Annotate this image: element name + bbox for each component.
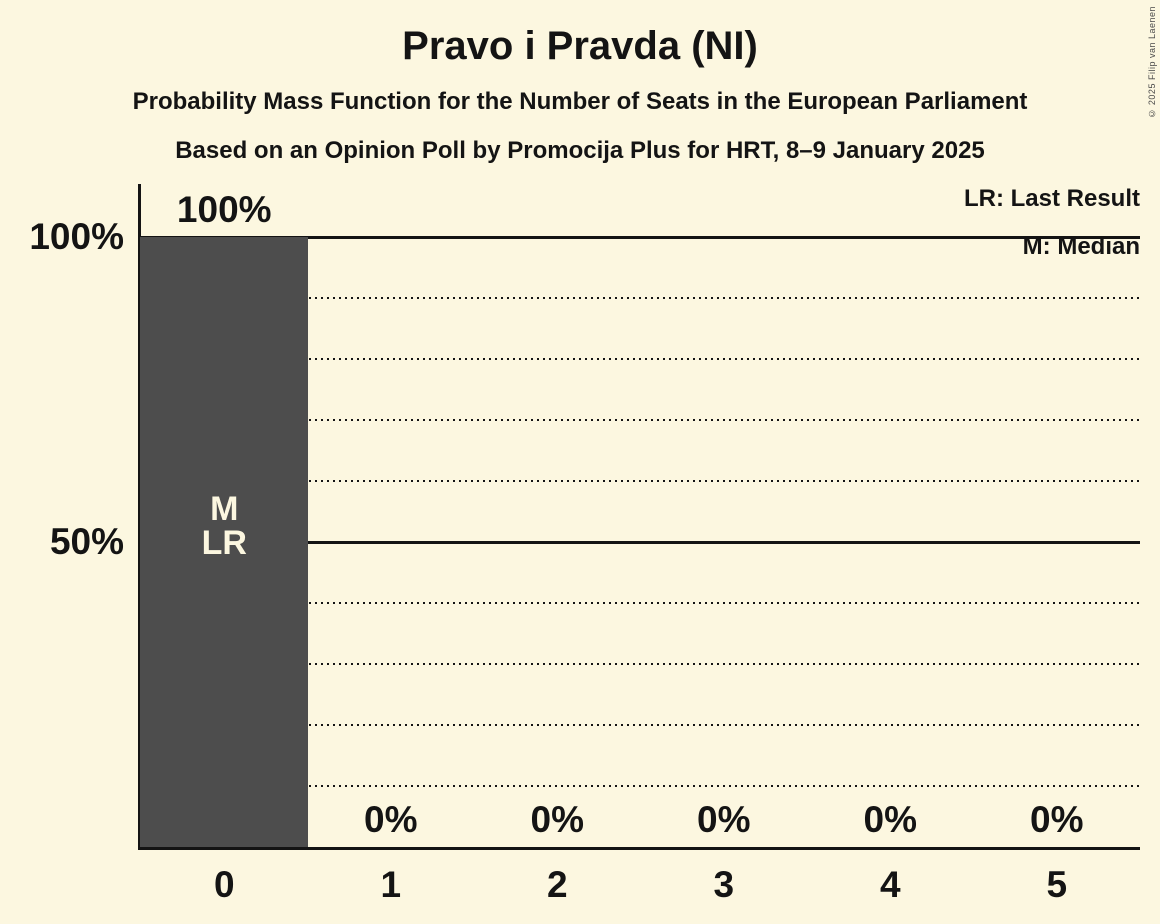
y-axis-label-50: 50% [49,521,124,562]
x-tick-label-0: 0 [213,864,235,905]
y-axis-line [138,184,141,850]
chart-source-subtitle: Based on an Opinion Poll by Promocija Pl… [175,137,985,164]
bar-value-label-1: 0% [364,799,418,840]
chart-subtitle: Probability Mass Function for the Number… [132,88,1028,115]
x-tick-label-3: 3 [713,864,735,905]
gridline-dotted-10pct [141,785,1140,787]
x-tick-label-2: 2 [546,864,568,905]
x-axis-line [138,847,1140,850]
gridline-dotted-90pct [141,297,1140,299]
legend-median: M: Median [1022,233,1140,260]
gridline-dotted-60pct [141,480,1140,482]
bar-value-label-4: 0% [863,799,917,840]
bar-value-label-5: 0% [1030,799,1084,840]
legend-last-result: LR: Last Result [963,185,1140,212]
bar-value-label-2: 0% [530,799,584,840]
bar-seats-0 [140,237,308,847]
gridline-dotted-30pct [141,663,1140,665]
chart-title: Pravo i Pravda (NI) [402,24,758,68]
gridline-solid-50pct [141,540,1140,544]
gridline-dotted-80pct [141,358,1140,360]
bar-value-label-0: 100% [176,189,272,230]
x-tick-label-1: 1 [380,864,402,905]
bar-value-label-3: 0% [697,799,751,840]
x-tick-label-4: 4 [879,864,901,905]
bar-annotation-median-lastresult: M LR [201,490,247,562]
gridline-dotted-70pct [141,419,1140,421]
y-axis-label-100: 100% [29,216,124,257]
gridline-dotted-20pct [141,724,1140,726]
gridline-solid-100pct [141,235,1140,239]
gridline-dotted-40pct [141,602,1140,604]
x-tick-label-5: 5 [1046,864,1068,905]
